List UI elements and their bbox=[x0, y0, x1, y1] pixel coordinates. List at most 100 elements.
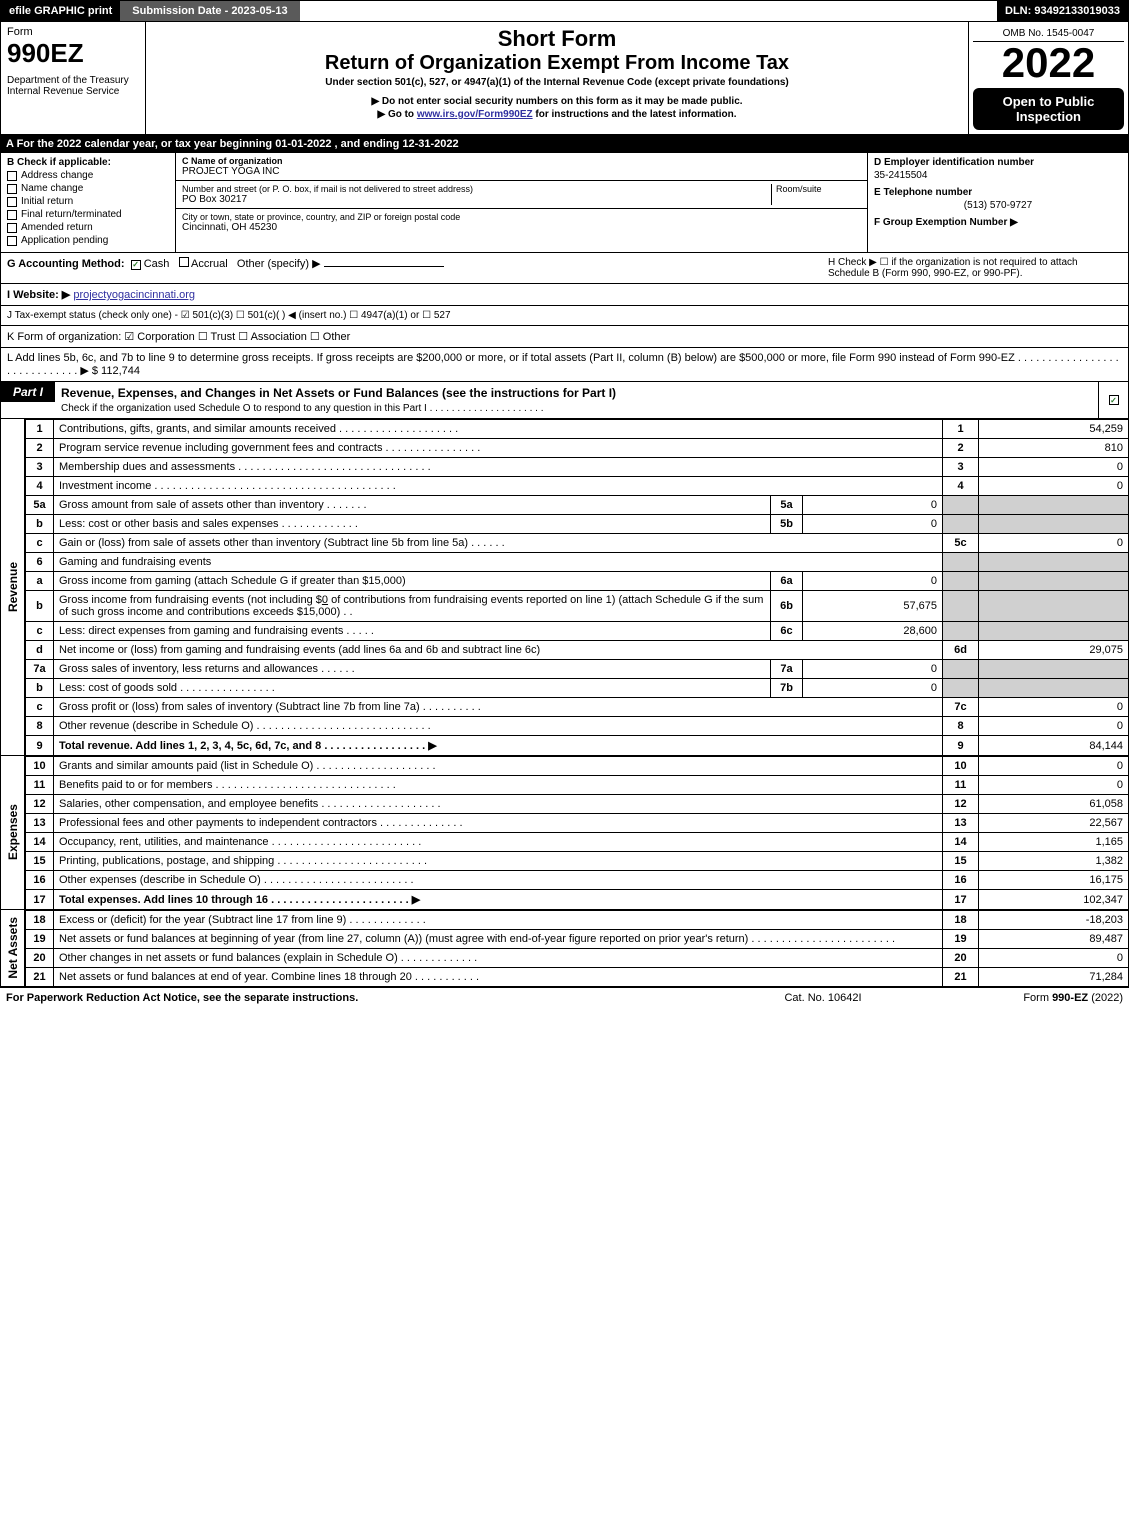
line-val: 16,175 bbox=[979, 871, 1129, 890]
line-numcol: 19 bbox=[943, 930, 979, 949]
revenue-section: Revenue 1Contributions, gifts, grants, a… bbox=[0, 419, 1129, 756]
line-num: 11 bbox=[26, 776, 54, 795]
cb-address-change[interactable]: Address change bbox=[7, 170, 169, 181]
line-6: 6Gaming and fundraising events bbox=[26, 553, 1129, 572]
line-15: 15Printing, publications, postage, and s… bbox=[26, 852, 1129, 871]
line-5c: cGain or (loss) from sale of assets othe… bbox=[26, 534, 1129, 553]
goto-pre: ▶ Go to bbox=[377, 109, 416, 120]
line-desc: Professional fees and other payments to … bbox=[54, 814, 943, 833]
line-val: 54,259 bbox=[979, 420, 1129, 439]
line-val: 0 bbox=[979, 776, 1129, 795]
grey-cell bbox=[943, 553, 979, 572]
no-ssn-text: ▶ Do not enter social security numbers o… bbox=[150, 96, 964, 107]
desc-part: Gross income from fundraising events (no… bbox=[59, 594, 322, 606]
line-num: 19 bbox=[26, 930, 54, 949]
sub-label: 6b bbox=[771, 591, 803, 622]
line-12: 12Salaries, other compensation, and empl… bbox=[26, 795, 1129, 814]
line-numcol: 15 bbox=[943, 852, 979, 871]
row-j-tax-exempt: J Tax-exempt status (check only one) - ☑… bbox=[0, 306, 1129, 326]
netassets-table: 18Excess or (deficit) for the year (Subt… bbox=[25, 910, 1129, 987]
line-num: 9 bbox=[26, 736, 54, 756]
line-desc: Gaming and fundraising events bbox=[54, 553, 943, 572]
line-desc: Gain or (loss) from sale of assets other… bbox=[54, 534, 943, 553]
row-g-label: G Accounting Method: bbox=[7, 258, 125, 270]
sub-label: 5b bbox=[771, 515, 803, 534]
efile-print-button[interactable]: efile GRAPHIC print bbox=[1, 1, 120, 21]
line-num: c bbox=[26, 698, 54, 717]
line-num: c bbox=[26, 622, 54, 641]
line-val: 29,075 bbox=[979, 641, 1129, 660]
checkbox-icon bbox=[1109, 395, 1119, 405]
line-val: -18,203 bbox=[979, 911, 1129, 930]
checkbox-icon bbox=[7, 197, 17, 207]
grey-cell bbox=[979, 553, 1129, 572]
row-i-website: I Website: ▶ projectyogacincinnati.org bbox=[0, 284, 1129, 306]
street-row: Number and street (or P. O. box, if mail… bbox=[176, 181, 867, 209]
line-desc: Net assets or fund balances at beginning… bbox=[54, 930, 943, 949]
header-middle: Short Form Return of Organization Exempt… bbox=[146, 22, 968, 134]
under-section-text: Under section 501(c), 527, or 4947(a)(1)… bbox=[150, 77, 964, 88]
line-4: 4Investment income . . . . . . . . . . .… bbox=[26, 477, 1129, 496]
cb-amended-return[interactable]: Amended return bbox=[7, 222, 169, 233]
other-specify-input[interactable] bbox=[324, 266, 444, 267]
cb-name-change[interactable]: Name change bbox=[7, 183, 169, 194]
row-a-tax-year: A For the 2022 calendar year, or tax yea… bbox=[0, 135, 1129, 153]
sub-val: 0 bbox=[803, 515, 943, 534]
cb-final-return[interactable]: Final return/terminated bbox=[7, 209, 169, 220]
line-val: 810 bbox=[979, 439, 1129, 458]
cb-cash[interactable] bbox=[131, 260, 141, 270]
line-6d: dNet income or (loss) from gaming and fu… bbox=[26, 641, 1129, 660]
line-num: 3 bbox=[26, 458, 54, 477]
line-val: 1,165 bbox=[979, 833, 1129, 852]
line-val: 102,347 bbox=[979, 890, 1129, 910]
row-l-gross-receipts: L Add lines 5b, 6c, and 7b to line 9 to … bbox=[0, 348, 1129, 382]
line-6a: aGross income from gaming (attach Schedu… bbox=[26, 572, 1129, 591]
ein-value: 35-2415504 bbox=[874, 170, 1122, 181]
line-5a: 5aGross amount from sale of assets other… bbox=[26, 496, 1129, 515]
line-num: 1 bbox=[26, 420, 54, 439]
row-l-text: L Add lines 5b, 6c, and 7b to line 9 to … bbox=[7, 352, 1119, 377]
line-val: 0 bbox=[979, 717, 1129, 736]
line-1: 1Contributions, gifts, grants, and simil… bbox=[26, 420, 1129, 439]
header-left: Form 990EZ Department of the Treasury In… bbox=[1, 22, 146, 134]
goto-text: ▶ Go to www.irs.gov/Form990EZ for instru… bbox=[150, 109, 964, 120]
expenses-side-label: Expenses bbox=[1, 756, 25, 910]
cb-initial-return[interactable]: Initial return bbox=[7, 196, 169, 207]
checkbox-icon bbox=[7, 171, 17, 181]
line-num: 20 bbox=[26, 949, 54, 968]
line-desc: Net assets or fund balances at end of ye… bbox=[54, 968, 943, 987]
room-suite-label: Room/suite bbox=[771, 184, 861, 205]
line-desc: Gross sales of inventory, less returns a… bbox=[54, 660, 771, 679]
line-numcol: 9 bbox=[943, 736, 979, 756]
line-numcol: 4 bbox=[943, 477, 979, 496]
part-i-header: Part I Revenue, Expenses, and Changes in… bbox=[0, 382, 1129, 419]
line-numcol: 2 bbox=[943, 439, 979, 458]
netassets-section: Net Assets 18Excess or (deficit) for the… bbox=[0, 910, 1129, 987]
line-2: 2Program service revenue including gover… bbox=[26, 439, 1129, 458]
line-desc: Gross income from fundraising events (no… bbox=[54, 591, 771, 622]
line-desc: Gross profit or (loss) from sales of inv… bbox=[54, 698, 943, 717]
side-label-text: Expenses bbox=[4, 800, 22, 864]
line-numcol: 18 bbox=[943, 911, 979, 930]
line-num: 21 bbox=[26, 968, 54, 987]
line-num: 2 bbox=[26, 439, 54, 458]
line-16: 16Other expenses (describe in Schedule O… bbox=[26, 871, 1129, 890]
line-val: 22,567 bbox=[979, 814, 1129, 833]
irs-link[interactable]: www.irs.gov/Form990EZ bbox=[417, 109, 533, 120]
line-numcol: 12 bbox=[943, 795, 979, 814]
row-g-accounting: G Accounting Method: Cash Accrual Other … bbox=[0, 253, 1129, 284]
org-name: PROJECT YOGA INC bbox=[182, 166, 861, 177]
line-num: b bbox=[26, 515, 54, 534]
line-val: 71,284 bbox=[979, 968, 1129, 987]
line-9: 9Total revenue. Add lines 1, 2, 3, 4, 5c… bbox=[26, 736, 1129, 756]
cb-application-pending[interactable]: Application pending bbox=[7, 235, 169, 246]
form-ref-post: (2022) bbox=[1088, 992, 1123, 1004]
cb-accrual[interactable] bbox=[179, 257, 189, 267]
cb-label: Name change bbox=[21, 183, 83, 194]
part-i-schedule-o-checkbox[interactable] bbox=[1098, 382, 1128, 418]
line-num: c bbox=[26, 534, 54, 553]
grey-cell bbox=[979, 679, 1129, 698]
line-desc: Total revenue. Add lines 1, 2, 3, 4, 5c,… bbox=[54, 736, 943, 756]
line-numcol: 17 bbox=[943, 890, 979, 910]
website-link[interactable]: projectyogacincinnati.org bbox=[73, 289, 195, 301]
